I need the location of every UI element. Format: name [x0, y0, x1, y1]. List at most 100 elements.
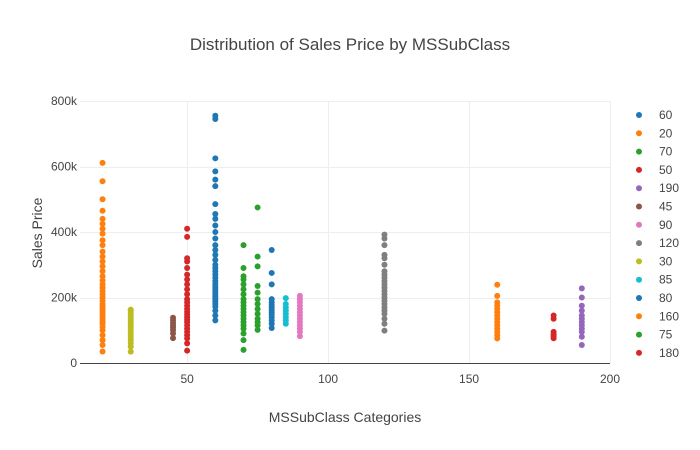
data-point[interactable] [184, 340, 191, 347]
data-point[interactable] [212, 312, 219, 319]
data-point[interactable] [240, 296, 247, 303]
legend-item-30[interactable]: 30 [636, 254, 673, 268]
legend-item-180[interactable]: 180 [636, 346, 679, 360]
data-point[interactable] [99, 258, 106, 265]
data-point[interactable] [99, 237, 106, 244]
legend-item-85[interactable]: 85 [636, 273, 673, 287]
data-point[interactable] [578, 307, 585, 314]
data-point[interactable] [127, 306, 134, 313]
legend[interactable]: 60 20 70 50 190 45 90 120 30 85 80 160 75 180 [636, 108, 679, 360]
data-point[interactable] [578, 341, 585, 348]
legend-item-160[interactable]: 160 [636, 309, 679, 323]
data-point[interactable] [99, 337, 106, 344]
data-point[interactable] [296, 292, 303, 299]
data-point[interactable] [184, 255, 191, 262]
data-point[interactable] [212, 215, 219, 222]
data-point[interactable] [550, 328, 557, 335]
data-point[interactable] [240, 242, 247, 249]
data-point[interactable] [212, 256, 219, 263]
legend-item-190[interactable]: 190 [636, 181, 679, 195]
data-point[interactable] [212, 155, 219, 162]
data-point[interactable] [578, 333, 585, 340]
data-point[interactable] [240, 281, 247, 288]
legend-item-20[interactable]: 20 [636, 126, 673, 140]
data-point[interactable] [550, 312, 557, 319]
data-point[interactable] [99, 341, 106, 348]
legend-item-80[interactable]: 80 [636, 291, 673, 305]
data-point[interactable] [127, 348, 134, 355]
data-point[interactable] [381, 231, 388, 238]
data-point[interactable] [268, 269, 275, 276]
data-point[interactable] [381, 327, 388, 334]
data-point[interactable] [254, 315, 261, 322]
data-point[interactable] [282, 301, 289, 308]
data-point[interactable] [268, 324, 275, 331]
data-point[interactable] [99, 159, 106, 166]
data-point[interactable] [212, 201, 219, 208]
data-point[interactable] [212, 251, 219, 258]
legend-item-50[interactable]: 50 [636, 163, 673, 177]
data-point[interactable] [99, 348, 106, 355]
data-point[interactable] [212, 168, 219, 175]
data-point[interactable] [494, 292, 501, 299]
data-point[interactable] [381, 315, 388, 322]
data-point[interactable] [212, 112, 219, 119]
data-point[interactable] [184, 276, 191, 283]
legend-item-60[interactable]: 60 [636, 108, 673, 122]
data-point[interactable] [212, 176, 219, 183]
data-point[interactable] [578, 294, 585, 301]
data-point[interactable] [254, 326, 261, 333]
data-point[interactable] [99, 268, 106, 275]
data-point[interactable] [184, 286, 191, 293]
data-point[interactable] [184, 291, 191, 298]
data-point[interactable] [184, 271, 191, 278]
data-point[interactable] [578, 285, 585, 292]
data-point[interactable] [99, 263, 106, 270]
data-point[interactable] [212, 210, 219, 217]
data-point[interactable] [212, 317, 219, 324]
data-point[interactable] [240, 286, 247, 293]
data-point[interactable] [254, 301, 261, 308]
data-point[interactable] [99, 230, 106, 237]
data-point[interactable] [212, 183, 219, 190]
data-point[interactable] [212, 242, 219, 249]
data-point[interactable] [240, 346, 247, 353]
data-point[interactable] [184, 265, 191, 272]
data-point[interactable] [254, 296, 261, 303]
data-point[interactable] [99, 220, 106, 227]
data-point[interactable] [282, 295, 289, 302]
data-point[interactable] [494, 281, 501, 288]
data-point[interactable] [184, 233, 191, 240]
data-point[interactable] [381, 268, 388, 275]
legend-item-120[interactable]: 120 [636, 236, 679, 250]
data-point[interactable] [212, 261, 219, 268]
data-point[interactable] [240, 291, 247, 298]
data-point[interactable] [99, 225, 106, 232]
legend-item-75[interactable]: 75 [636, 328, 673, 342]
data-point[interactable] [578, 302, 585, 309]
data-point[interactable] [381, 261, 388, 268]
data-point[interactable] [99, 248, 106, 255]
data-point[interactable] [184, 296, 191, 303]
data-point[interactable] [494, 299, 501, 306]
data-point[interactable] [99, 242, 106, 249]
data-point[interactable] [212, 229, 219, 235]
data-point[interactable] [212, 235, 219, 242]
data-point[interactable] [240, 337, 247, 344]
data-point[interactable] [268, 281, 275, 288]
data-point[interactable] [99, 332, 106, 339]
data-point[interactable] [381, 242, 388, 249]
legend-item-70[interactable]: 70 [636, 145, 673, 159]
data-point[interactable] [381, 251, 388, 258]
data-point[interactable] [296, 333, 303, 340]
data-point[interactable] [184, 225, 191, 232]
data-point[interactable] [381, 320, 388, 327]
data-point[interactable] [99, 178, 106, 185]
data-point[interactable] [240, 265, 247, 272]
data-point[interactable] [212, 222, 219, 229]
data-point[interactable] [184, 281, 191, 288]
data-point[interactable] [99, 253, 106, 260]
data-point[interactable] [268, 247, 275, 254]
data-point[interactable] [99, 277, 106, 284]
data-point[interactable] [254, 310, 261, 317]
